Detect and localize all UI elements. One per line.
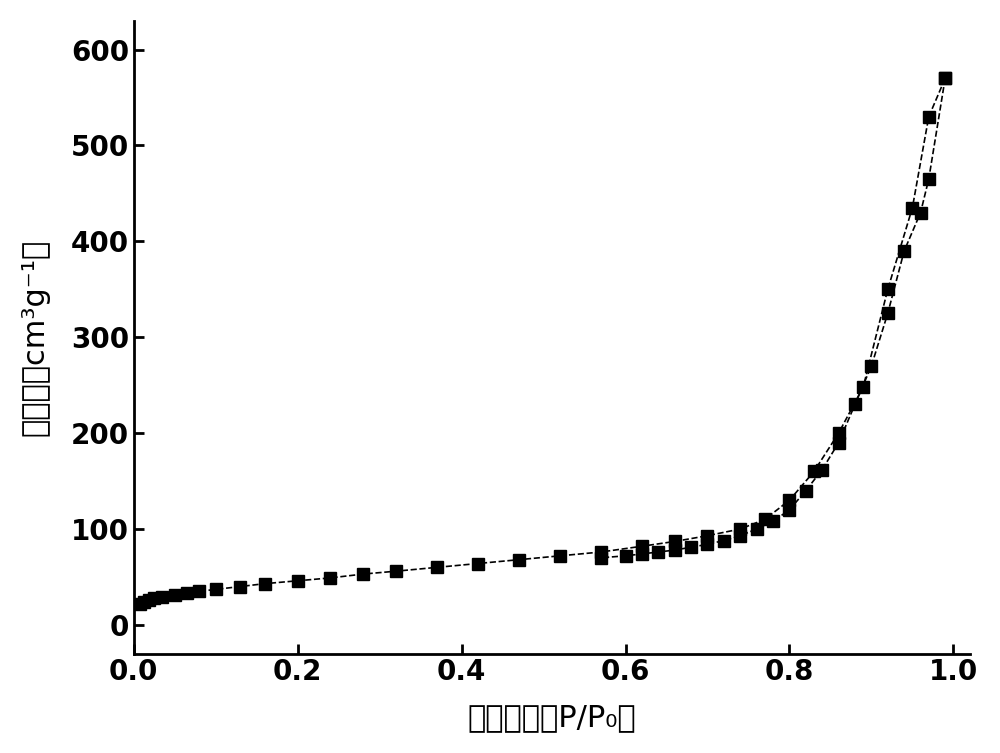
X-axis label: 相对压力（P/P₀）: 相对压力（P/P₀） — [467, 703, 636, 732]
Y-axis label: 吸附量（cm³g⁻¹）: 吸附量（cm³g⁻¹） — [21, 239, 50, 436]
